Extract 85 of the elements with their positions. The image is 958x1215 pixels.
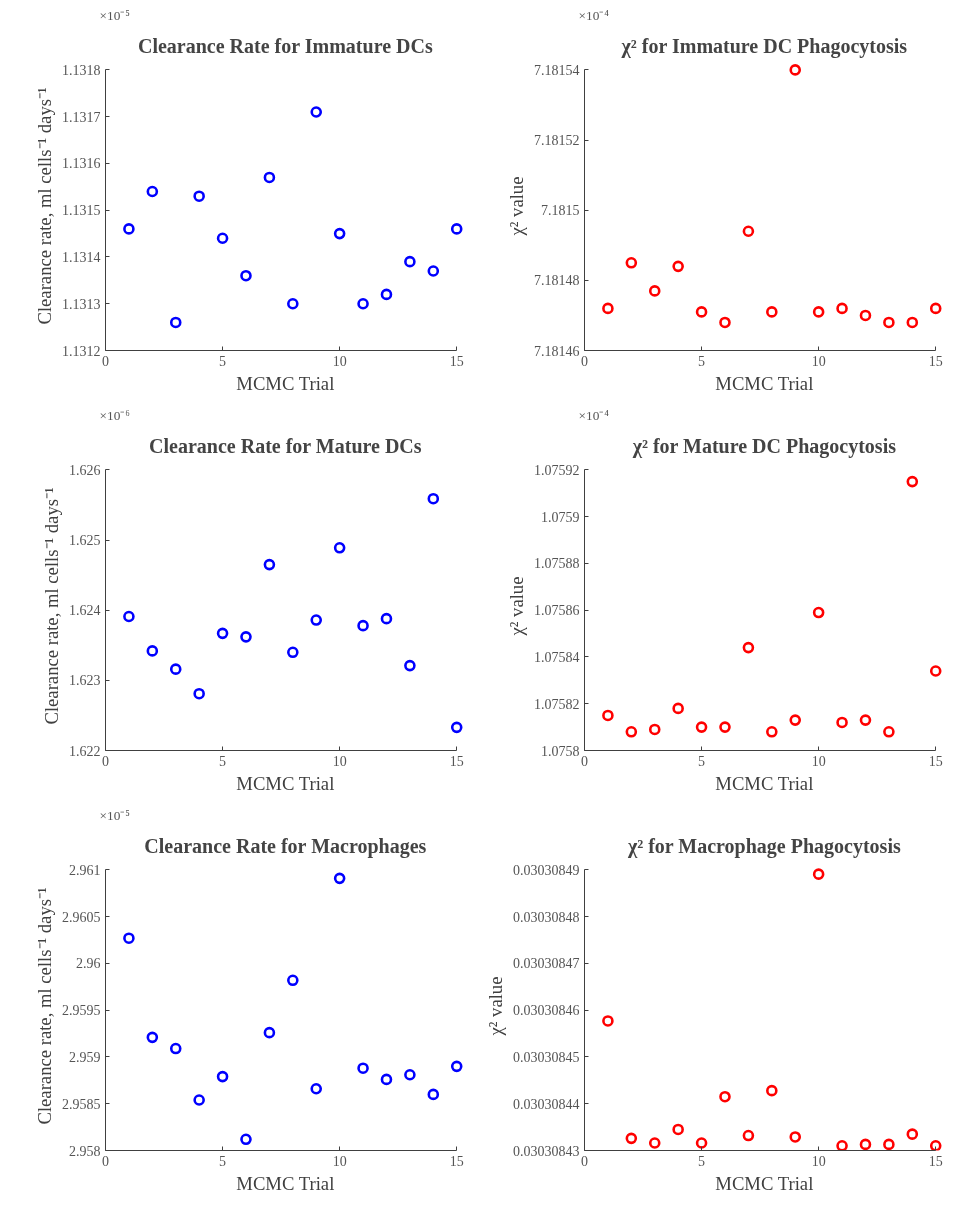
- x-tick-label: 0: [581, 753, 588, 769]
- y-tick-label: 1.1313: [62, 296, 101, 312]
- y-tick-label: 1.0759: [541, 509, 580, 525]
- x-axis-title: MCMC Trial: [236, 772, 335, 794]
- chart-title: Clearance Rate for Immature DCs: [137, 34, 433, 57]
- y-tick-label: 1.625: [69, 533, 101, 549]
- y-axis-title: χ² value: [506, 576, 527, 637]
- y-tick-label: 2.959: [69, 1049, 101, 1065]
- chart-title: χ² for Mature DC Phagocytosis: [631, 434, 897, 458]
- y-tick-label: 1.626: [69, 462, 101, 478]
- x-axis-title: MCMC Trial: [236, 1172, 335, 1194]
- x-axis-title: MCMC Trial: [715, 772, 814, 794]
- y-tick-label: 1.07582: [534, 696, 580, 712]
- y-tick-label: 1.07588: [534, 556, 580, 572]
- x-tick-label: 15: [928, 353, 943, 369]
- x-tick-label: 10: [811, 353, 826, 369]
- chart-title: Clearance Rate for Macrophages: [144, 834, 427, 858]
- y-tick-label: 0.03030847: [513, 956, 580, 972]
- y-tick-label: 0.03030848: [513, 909, 580, 925]
- y-tick-label: 7.18152: [534, 133, 580, 149]
- x-tick-label: 0: [102, 353, 109, 369]
- text: ×10⁻⁴: [578, 7, 610, 23]
- x-tick-label: 0: [102, 1153, 109, 1169]
- y-tick-label: 1.07586: [534, 603, 580, 619]
- y-tick-label: 1.622: [69, 743, 101, 759]
- y-tick-label: 2.9595: [62, 1003, 101, 1019]
- y-tick-label: 2.96: [76, 956, 101, 972]
- x-tick-label: 10: [811, 1153, 826, 1169]
- x-axis-title: MCMC Trial: [236, 372, 335, 394]
- x-tick-label: 15: [928, 753, 943, 769]
- y-tick-label: 0.03030849: [513, 862, 580, 878]
- x-tick-label: 15: [928, 1153, 943, 1169]
- text: ×10⁻⁶: [99, 407, 131, 423]
- x-tick-label: 5: [219, 353, 227, 369]
- y-tick-label: 1.1318: [62, 62, 101, 78]
- x-tick-label: 5: [219, 753, 227, 769]
- chart-title: Clearance Rate for Mature DCs: [149, 434, 422, 457]
- x-tick-label: 0: [581, 353, 588, 369]
- y-tick-label: 7.18154: [534, 62, 580, 78]
- x-tick-label: 10: [332, 1153, 347, 1169]
- x-tick-label: 0: [581, 1153, 588, 1169]
- x-tick-label: 10: [332, 753, 347, 769]
- y-tick-label: 1.1316: [62, 156, 101, 172]
- y-tick-label: 1.1314: [62, 249, 101, 265]
- y-tick-label: 7.1815: [541, 203, 580, 219]
- x-axis-title: MCMC Trial: [715, 1172, 814, 1194]
- text: ×10⁻⁵: [99, 7, 130, 23]
- y-axis-title: χ² value: [506, 176, 527, 237]
- x-tick-label: 10: [811, 753, 826, 769]
- x-tick-label: 15: [449, 753, 464, 769]
- x-tick-label: 10: [332, 353, 347, 369]
- x-tick-label: 0: [102, 753, 109, 769]
- y-tick-label: 2.9585: [62, 1096, 101, 1112]
- y-tick-label: 0.03030845: [513, 1049, 580, 1065]
- text: ×10⁻⁴: [578, 407, 610, 423]
- y-tick-label: 0.03030844: [513, 1096, 580, 1112]
- x-tick-label: 15: [449, 1153, 464, 1169]
- y-tick-label: 7.18148: [534, 273, 580, 289]
- y-tick-label: 2.9605: [62, 909, 101, 925]
- y-tick-label: 1.1315: [62, 203, 101, 219]
- y-tick-label: 1.623: [69, 673, 101, 689]
- y-tick-label: 2.961: [69, 862, 101, 878]
- y-tick-label: 1.07592: [534, 462, 580, 478]
- y-tick-label: 0.03030843: [513, 1143, 580, 1159]
- y-axis-title: Clearance rate, ml cells⁻¹ days⁻¹: [41, 487, 62, 725]
- y-tick-label: 0.03030846: [513, 1003, 580, 1019]
- x-axis-title: MCMC Trial: [715, 372, 814, 394]
- chart-title: χ² for Immature DC Phagocytosis: [620, 34, 908, 58]
- y-tick-label: 7.18146: [534, 343, 580, 359]
- y-axis-title: Clearance rate, ml cells⁻¹ days⁻¹: [34, 887, 55, 1125]
- x-tick-label: 5: [698, 1153, 706, 1169]
- y-tick-label: 1.1317: [62, 109, 101, 125]
- chart-title: χ² for Macrophage Phagocytosis: [626, 834, 901, 858]
- x-tick-label: 5: [219, 1153, 227, 1169]
- x-tick-label: 15: [449, 353, 464, 369]
- y-tick-label: 2.958: [69, 1143, 101, 1159]
- y-tick-label: 1.07584: [534, 649, 580, 665]
- x-tick-label: 5: [698, 353, 706, 369]
- y-tick-label: 1.0758: [541, 743, 580, 759]
- y-axis-title: χ² value: [485, 976, 506, 1037]
- y-tick-label: 1.1312: [62, 343, 101, 359]
- y-axis-title: Clearance rate, ml cells⁻¹ days⁻¹: [34, 87, 55, 325]
- y-tick-label: 1.624: [69, 603, 101, 619]
- text: ×10⁻⁵: [99, 807, 130, 823]
- x-tick-label: 5: [698, 753, 706, 769]
